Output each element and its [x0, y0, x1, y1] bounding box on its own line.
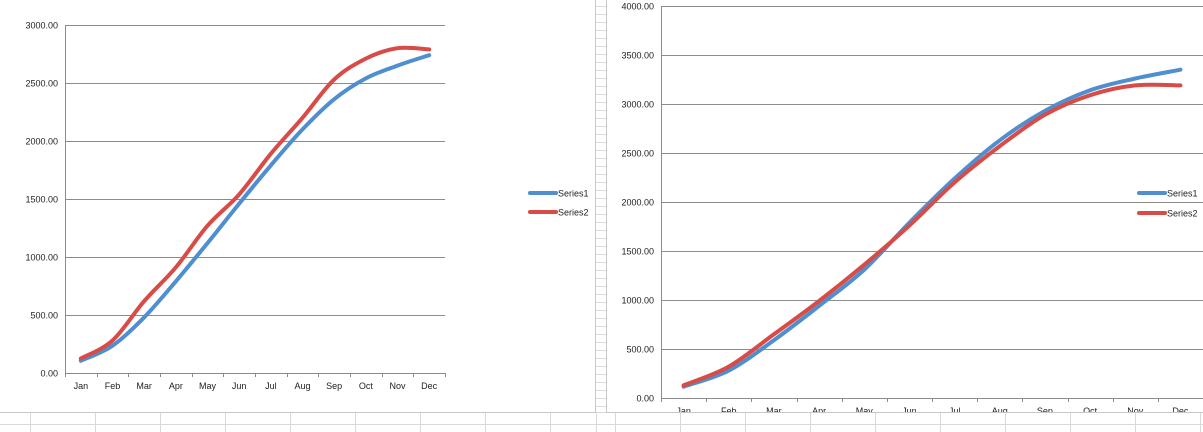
series-line-series2: [78, 45, 432, 361]
x-tick-label: Mar: [766, 406, 782, 412]
x-tick-label: Jul: [949, 406, 961, 412]
series-line-series1: [681, 67, 1183, 389]
y-tick-label: 1500.00: [621, 247, 654, 257]
x-tick-label: May: [856, 406, 874, 412]
data-point: [111, 339, 115, 343]
data-point: [772, 332, 776, 336]
data-point: [206, 224, 210, 228]
data-point: [269, 152, 273, 156]
data-point: [269, 163, 273, 167]
legend-label: Series1: [558, 189, 589, 199]
x-tick-label: Mar: [136, 381, 152, 391]
x-tick-label: Apr: [169, 381, 183, 391]
x-tick-label: Sep: [326, 381, 342, 391]
x-tick-label: Aug: [992, 406, 1008, 412]
data-point: [1088, 88, 1092, 92]
data-point: [727, 365, 731, 369]
y-tick-label: 3000.00: [25, 21, 58, 31]
data-point: [427, 53, 431, 57]
legend: Series1 Series2: [528, 189, 589, 218]
data-point: [817, 299, 821, 303]
data-point: [1088, 93, 1092, 97]
data-point: [332, 97, 336, 101]
data-point: [79, 357, 83, 361]
data-point: [364, 57, 368, 61]
data-point: [1178, 68, 1182, 72]
chart-right[interactable]: 0.00 500.00 1000.00 1500.00 2000.00 2500.00 30…: [606, 0, 1203, 416]
x-tick-label: Jul: [265, 381, 277, 391]
x-tick-label: Jun: [232, 381, 247, 391]
x-tick-label: Nov: [1127, 406, 1144, 412]
left-chart-svg: 0.00 500.00 1000.00 1500.00 2000.00 2500.00 30…: [25, 21, 589, 392]
data-point: [1133, 77, 1137, 81]
data-point: [237, 202, 241, 206]
data-point: [301, 127, 305, 131]
x-tick-label: Dec: [1172, 406, 1189, 412]
y-tick-label: 4000.00: [621, 2, 654, 12]
y-tick-label: 3000.00: [621, 100, 654, 110]
chart-left[interactable]: 0.00 500.00 1000.00 1500.00 2000.00 2500.00 30…: [0, 0, 596, 413]
y-tick-label: 500.00: [30, 311, 58, 321]
legend-label: Series2: [558, 208, 589, 218]
data-point: [682, 383, 686, 387]
y-tick-label: 1500.00: [25, 195, 58, 205]
data-point: [1043, 113, 1047, 117]
y-tick-label: 0.00: [636, 394, 654, 404]
legend: Series1 Series2: [1137, 189, 1198, 219]
data-point: [772, 338, 776, 342]
data-point: [237, 192, 241, 196]
data-point: [174, 265, 178, 269]
y-tick-label: 1000.00: [25, 253, 58, 263]
gridlines: [65, 25, 445, 374]
x-tick-label: Dec: [421, 381, 438, 391]
x-tick-label: Aug: [294, 381, 310, 391]
x-tick-label: May: [199, 381, 217, 391]
x-tick-label: Oct: [359, 381, 374, 391]
y-tick-label: 2500.00: [621, 149, 654, 159]
y-tick-label: 2000.00: [621, 198, 654, 208]
x-tick-label: Oct: [1083, 406, 1098, 412]
x-tick-label: Sep: [1037, 406, 1053, 412]
y-tick-label: 2000.00: [25, 137, 58, 147]
data-point: [907, 224, 911, 228]
x-tick-label: Feb: [721, 406, 737, 412]
data-point: [953, 180, 957, 184]
data-point: [111, 344, 115, 348]
y-tick-label: 0.00: [40, 369, 58, 379]
data-point: [301, 116, 305, 120]
x-tick-label: Jan: [676, 406, 691, 412]
series-line-series2: [681, 82, 1183, 388]
data-point: [427, 47, 431, 51]
x-tick-label: Feb: [105, 381, 121, 391]
data-point: [332, 78, 336, 82]
y-tick-label: 3500.00: [621, 51, 654, 61]
x-tick-label: Jan: [74, 381, 89, 391]
data-point: [862, 263, 866, 267]
data-point: [174, 279, 178, 283]
y-tick-label: 2500.00: [25, 79, 58, 89]
data-point: [396, 64, 400, 68]
data-point: [142, 299, 146, 303]
y-tick-label: 500.00: [626, 345, 654, 355]
right-chart-svg: 0.00 500.00 1000.00 1500.00 2000.00 2500.00 30…: [621, 2, 1203, 416]
data-point: [1133, 83, 1137, 87]
legend-label: Series1: [1167, 189, 1198, 199]
x-tick-label: Jun: [902, 406, 917, 412]
data-point: [1178, 83, 1182, 87]
data-point: [998, 138, 1002, 142]
y-tick-label: 1000.00: [621, 296, 654, 306]
data-point: [364, 76, 368, 80]
series-line-series1: [78, 53, 432, 363]
x-tick-label: Apr: [812, 406, 826, 412]
data-point: [142, 315, 146, 319]
data-point: [396, 46, 400, 50]
data-point: [206, 241, 210, 245]
legend-label: Series2: [1167, 209, 1198, 219]
data-point: [998, 144, 1002, 148]
x-tick-label: Nov: [389, 381, 406, 391]
